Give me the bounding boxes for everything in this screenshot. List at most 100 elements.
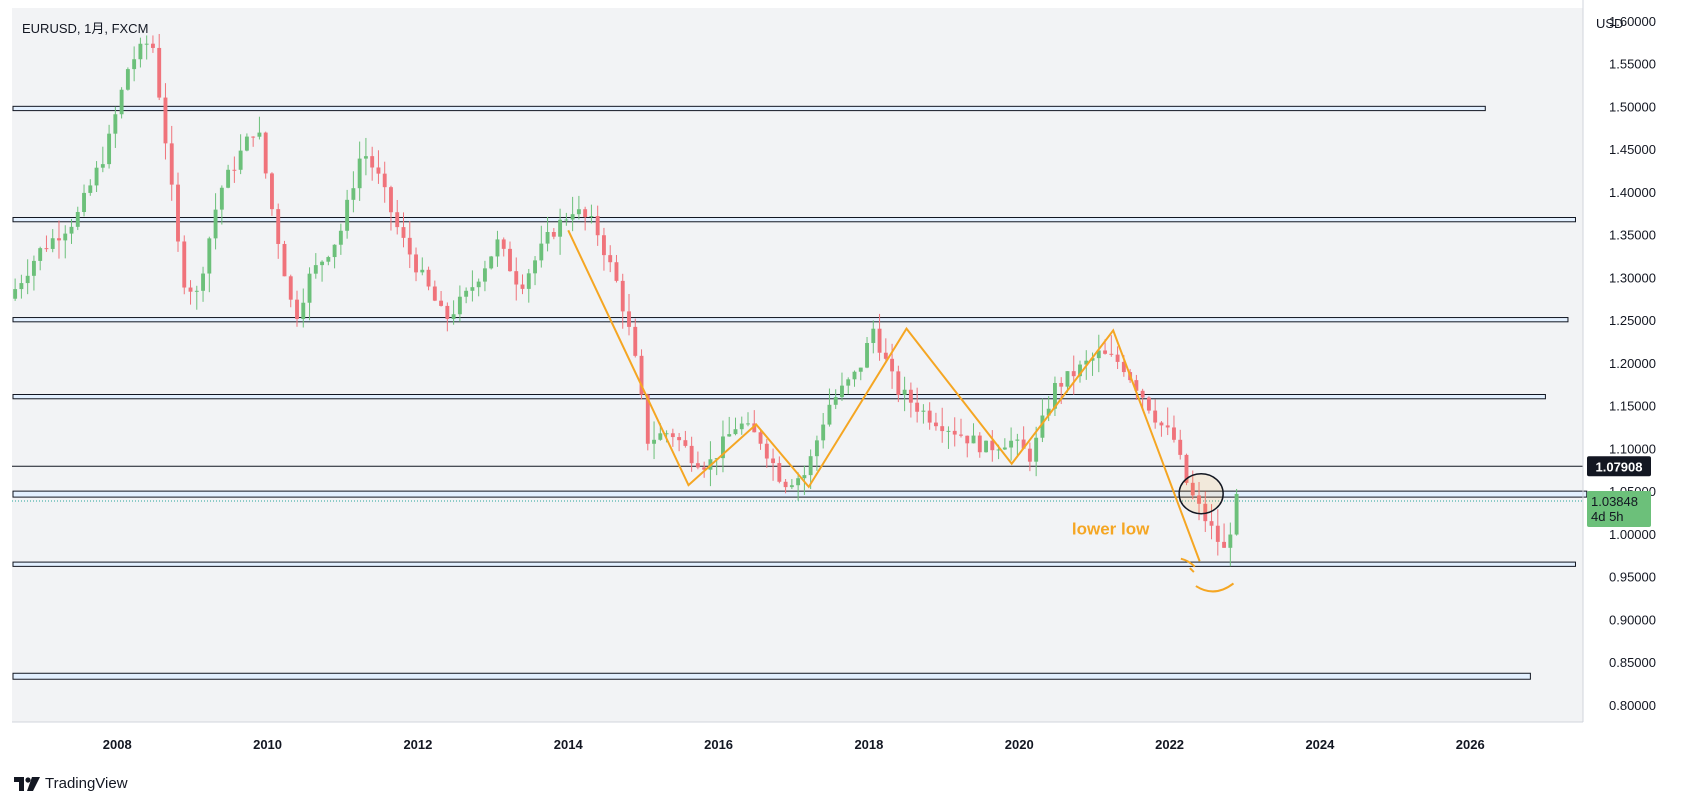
candle-body (564, 219, 569, 221)
candle-body (595, 216, 600, 236)
candle-body (470, 287, 475, 291)
price-tick-label: 1.60000 (1609, 14, 1656, 29)
price-tick-label: 1.15000 (1609, 399, 1656, 414)
candle-body (169, 143, 174, 185)
candle-body (783, 481, 788, 488)
candle-body (257, 132, 262, 137)
last-price-label: 1.03848 (1591, 494, 1638, 509)
candle-body (545, 232, 550, 244)
candle-body (1103, 350, 1108, 354)
candle-body (846, 379, 851, 386)
candle-body (526, 273, 531, 289)
candle-body (865, 343, 869, 368)
candle-body (1009, 440, 1014, 448)
candle-body (194, 290, 199, 292)
candle-body (576, 209, 581, 215)
price-tick-label: 0.95000 (1609, 570, 1656, 585)
candle-body (457, 296, 462, 315)
candle-body (827, 404, 832, 425)
price-tick-label: 1.30000 (1609, 270, 1656, 285)
candle-body (1121, 361, 1126, 373)
lower-low-arrow (1180, 557, 1196, 573)
candle-body (883, 352, 888, 359)
candle-body (940, 426, 945, 432)
candle-body (896, 371, 901, 395)
candle-body (1084, 360, 1089, 365)
time-tick-label: 2016 (704, 737, 733, 752)
candle-body (19, 283, 24, 290)
candle-body (921, 410, 926, 412)
candle-body (977, 435, 982, 453)
tradingview-brand: TradingView (14, 775, 128, 792)
candle-body (226, 169, 231, 188)
candle-body (602, 235, 606, 256)
candle-body (1197, 495, 1201, 504)
candle-body (31, 260, 36, 276)
level-price-tag (1587, 456, 1651, 477)
candle-body (1165, 425, 1170, 428)
candle-body (432, 286, 437, 301)
candle-body (959, 434, 963, 436)
candle-body (414, 254, 418, 273)
zone-rectangle (12, 672, 1531, 680)
currency-label: USD (1596, 16, 1623, 31)
candle-body (1172, 427, 1176, 440)
candle-body (840, 385, 844, 398)
price-tick-label: 1.20000 (1609, 356, 1656, 371)
candle-body (389, 187, 393, 213)
candle-body (1146, 397, 1151, 411)
candle-body (946, 430, 951, 432)
candle-body (514, 271, 519, 285)
candle-body (1040, 415, 1045, 438)
price-tick-label: 0.85000 (1609, 655, 1656, 670)
candle-body (1015, 439, 1020, 441)
candle-body (451, 314, 456, 319)
candle-body (50, 238, 55, 249)
candle-body (232, 169, 237, 171)
candle-body (313, 265, 318, 274)
level-price-label: 1.07908 (1596, 459, 1643, 474)
candle-body (144, 43, 149, 45)
candle-body (858, 367, 863, 372)
candle-body (395, 212, 400, 228)
candle-body (777, 463, 782, 482)
candle-body (132, 59, 137, 70)
candle-body (407, 237, 412, 255)
time-tick-label: 2020 (1005, 737, 1034, 752)
candle-body (890, 358, 895, 372)
time-tick-label: 2014 (554, 737, 584, 752)
candle-body (583, 209, 588, 218)
price-tick-label: 1.45000 (1609, 142, 1656, 157)
candle-body (996, 449, 1001, 451)
candle-body (263, 132, 268, 174)
candle-body (702, 467, 707, 470)
candle-body (489, 256, 494, 269)
candle-body (721, 436, 725, 459)
candle-body (614, 262, 619, 281)
candle-body (464, 290, 469, 297)
candle-body (752, 423, 757, 433)
highlight-ellipse (1178, 472, 1224, 515)
candle-body (1059, 382, 1064, 387)
candle-body (833, 397, 838, 405)
candle-body (551, 232, 556, 237)
candle-body (107, 133, 112, 165)
candle-body (201, 273, 205, 291)
candle-body (351, 188, 356, 200)
candle-body (670, 433, 675, 438)
zone-rectangle (12, 394, 1546, 400)
tradingview-logo-icon (14, 776, 40, 791)
candle-body (94, 167, 99, 186)
candle-body (821, 424, 826, 441)
countdown-label: 4d 5h (1591, 509, 1624, 524)
price-tick-label: 1.40000 (1609, 185, 1656, 200)
candle-body (533, 260, 537, 274)
candle-body (933, 422, 938, 427)
candle-body (990, 440, 995, 451)
candle-body (658, 433, 663, 440)
candle-body (633, 326, 638, 356)
candle-body (802, 475, 807, 479)
candle-body (639, 355, 644, 395)
candle-body (100, 164, 105, 168)
